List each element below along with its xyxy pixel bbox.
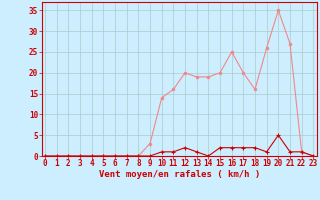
X-axis label: Vent moyen/en rafales ( km/h ): Vent moyen/en rafales ( km/h ): [99, 170, 260, 179]
